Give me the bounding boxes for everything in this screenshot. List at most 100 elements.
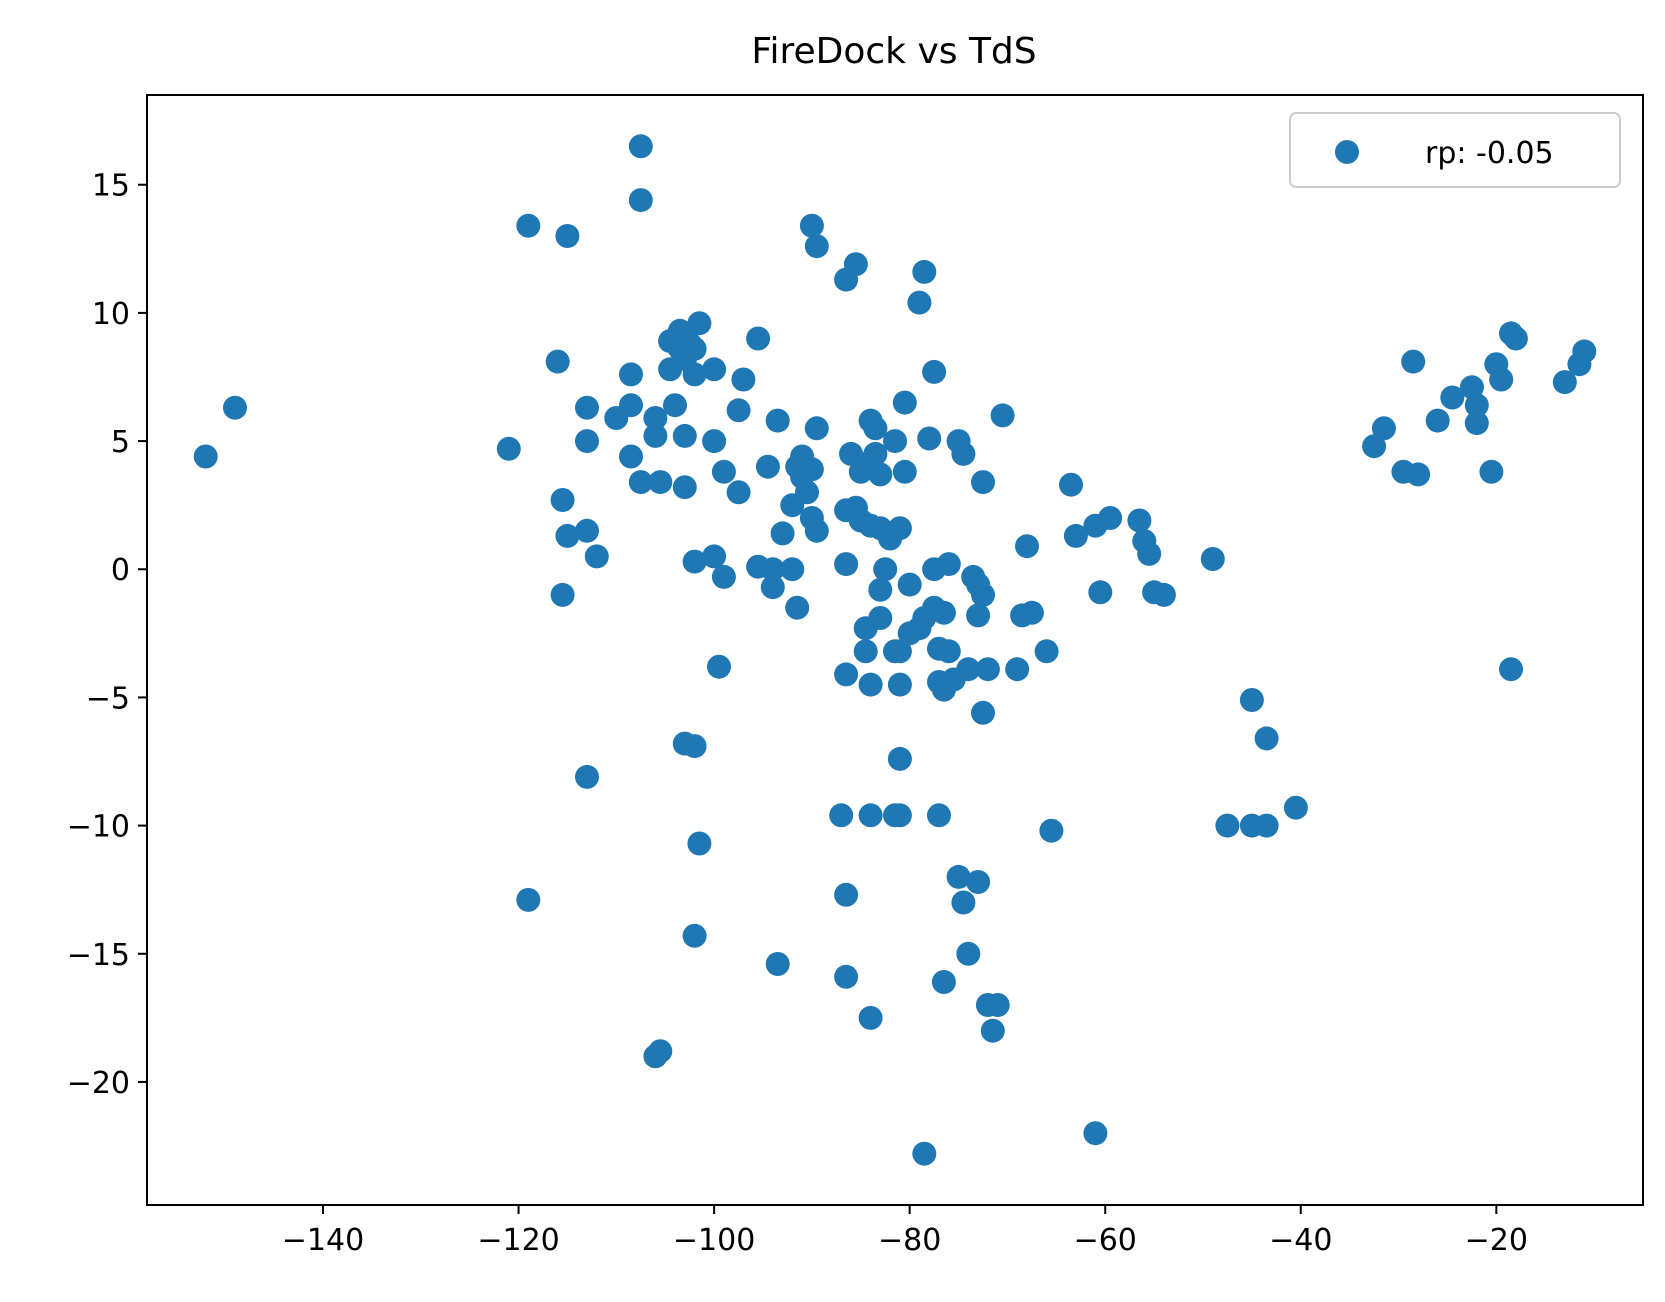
data-point bbox=[927, 803, 951, 828]
data-point bbox=[863, 441, 888, 466]
data-point bbox=[223, 395, 247, 420]
data-point bbox=[946, 864, 971, 889]
data-point bbox=[765, 408, 790, 433]
data-point bbox=[1034, 639, 1059, 664]
data-point bbox=[834, 662, 859, 687]
data-point bbox=[971, 582, 995, 607]
data-point bbox=[868, 577, 893, 602]
y-tick-label: 0 bbox=[111, 553, 130, 588]
data-point bbox=[555, 224, 580, 248]
data-point bbox=[516, 213, 541, 238]
data-point bbox=[897, 572, 922, 597]
x-tick-label: −20 bbox=[1465, 1223, 1528, 1258]
legend-marker bbox=[1335, 140, 1359, 164]
data-point bbox=[707, 654, 731, 679]
data-point bbox=[648, 1039, 673, 1064]
data-point bbox=[804, 416, 829, 441]
data-point bbox=[804, 234, 829, 259]
data-point bbox=[663, 393, 687, 418]
data-point bbox=[682, 362, 707, 387]
data-point bbox=[853, 639, 878, 664]
data-point bbox=[1440, 385, 1465, 410]
data-point bbox=[985, 993, 1010, 1017]
data-point bbox=[550, 488, 575, 512]
data-point bbox=[907, 290, 932, 315]
data-point bbox=[936, 552, 961, 577]
data-point bbox=[868, 462, 893, 487]
data-point bbox=[1503, 326, 1528, 351]
data-point bbox=[887, 803, 912, 828]
data-point bbox=[643, 423, 668, 448]
data-point bbox=[550, 582, 575, 607]
data-point bbox=[829, 803, 854, 828]
data-point bbox=[917, 426, 942, 451]
data-point bbox=[1059, 472, 1083, 497]
data-point bbox=[746, 326, 771, 351]
data-point bbox=[584, 544, 609, 569]
data-point bbox=[628, 134, 653, 159]
x-tick-label: −140 bbox=[282, 1223, 364, 1258]
data-point bbox=[971, 470, 995, 495]
data-point bbox=[1401, 349, 1426, 374]
x-tick-label: −80 bbox=[878, 1223, 941, 1258]
data-point bbox=[555, 523, 580, 548]
data-point bbox=[887, 746, 912, 771]
data-point bbox=[1254, 813, 1279, 838]
data-point bbox=[711, 459, 736, 484]
data-point bbox=[990, 403, 1015, 428]
data-point bbox=[765, 952, 790, 976]
data-point bbox=[1088, 580, 1113, 605]
data-point bbox=[1239, 688, 1264, 712]
data-point bbox=[1464, 393, 1489, 418]
data-point bbox=[834, 964, 859, 989]
data-point bbox=[1572, 339, 1597, 364]
data-point bbox=[575, 518, 599, 543]
data-point bbox=[912, 1141, 937, 1166]
data-point bbox=[682, 336, 707, 361]
data-point bbox=[575, 429, 599, 454]
data-point bbox=[702, 357, 727, 382]
y-tick-label: −15 bbox=[67, 938, 130, 973]
data-point bbox=[1499, 657, 1523, 682]
data-point bbox=[936, 639, 961, 664]
data-point bbox=[193, 444, 218, 469]
data-point bbox=[711, 564, 736, 589]
data-point bbox=[966, 870, 991, 894]
y-tick-label: −5 bbox=[86, 681, 130, 716]
data-point bbox=[702, 544, 727, 569]
data-point bbox=[1151, 582, 1176, 607]
data-point bbox=[682, 734, 707, 759]
data-point bbox=[628, 188, 653, 213]
data-point bbox=[1552, 370, 1577, 395]
data-point bbox=[873, 557, 898, 582]
data-point bbox=[863, 416, 888, 441]
data-point bbox=[887, 639, 912, 664]
data-point bbox=[951, 890, 976, 915]
data-point bbox=[682, 549, 707, 574]
data-point bbox=[980, 1018, 1005, 1043]
data-point bbox=[682, 923, 707, 948]
data-point bbox=[687, 831, 712, 856]
data-point bbox=[956, 657, 981, 682]
data-point bbox=[1098, 506, 1123, 530]
data-point bbox=[575, 395, 599, 420]
data-point bbox=[1283, 795, 1308, 820]
data-point bbox=[795, 480, 819, 505]
legend-label: rp: -0.05 bbox=[1425, 136, 1554, 171]
data-point bbox=[755, 454, 780, 479]
data-point bbox=[799, 213, 824, 238]
data-point bbox=[834, 552, 859, 577]
points-layer bbox=[193, 134, 1597, 1166]
data-point bbox=[1254, 726, 1279, 751]
data-point bbox=[1371, 416, 1396, 441]
data-point bbox=[672, 475, 697, 500]
data-point bbox=[1479, 459, 1504, 484]
data-point bbox=[1039, 818, 1064, 843]
y-tick-label: 15 bbox=[92, 169, 130, 204]
data-point bbox=[643, 406, 668, 430]
legend-box bbox=[1289, 112, 1621, 188]
data-point bbox=[1425, 408, 1450, 433]
data-point bbox=[1005, 657, 1030, 682]
data-point bbox=[619, 393, 643, 418]
data-point bbox=[726, 480, 751, 505]
